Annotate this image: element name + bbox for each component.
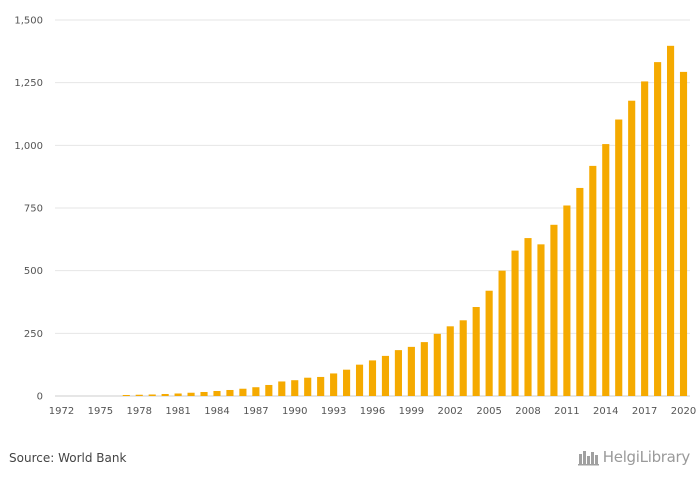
bar-1994[interactable] [343,369,351,396]
x-tick-label: 1990 [282,406,307,417]
bar-2000[interactable] [420,342,428,396]
bar-1978[interactable] [135,394,143,396]
x-tick-label: 1984 [204,406,229,417]
bar-1989[interactable] [278,381,286,396]
x-tick-label: 2014 [593,406,618,417]
bar-1984[interactable] [213,390,221,396]
bar-2009[interactable] [537,244,545,396]
y-tick-label: 0 [37,392,43,403]
x-tick-label: 1975 [88,406,113,417]
bar-2010[interactable] [550,224,558,396]
x-tick-label: 1999 [399,406,424,417]
bar-2020[interactable] [679,71,688,396]
bar-1981[interactable] [174,393,182,396]
bar-1997[interactable] [381,355,390,396]
bar-1990[interactable] [291,380,299,396]
y-tick-label: 1,000 [14,141,43,152]
x-axis-ticks: 1972 1975 1978 1981 1984 1987 1990 1993 1996 1999… [49,406,696,417]
bar-2016[interactable] [628,100,636,397]
bar-1983[interactable] [200,391,208,396]
bar-2007[interactable] [511,250,519,396]
bar-2005[interactable] [485,290,493,396]
bar-1985[interactable] [226,389,234,396]
y-tick-label: 1,250 [14,78,43,89]
bar-2013[interactable] [589,165,597,396]
bar-1977[interactable] [122,394,130,396]
x-tick-label: 2008 [515,406,540,417]
bar-1996[interactable] [368,360,377,396]
bar-2006[interactable] [498,270,506,396]
x-tick-label: 2020 [671,406,696,417]
y-tick-label: 250 [24,329,43,340]
bars [122,45,688,397]
bar-2002[interactable] [446,326,454,396]
logo-text: HelgiLibrary [602,448,691,466]
bar-2011[interactable] [563,205,571,396]
y-tick-label: 500 [24,266,43,277]
bar-2004[interactable] [472,307,480,396]
x-tick-label: 2002 [438,406,463,417]
bar-1995[interactable] [355,364,364,396]
bar-2001[interactable] [433,333,441,396]
x-tick-label: 1987 [243,406,268,417]
bar-2017[interactable] [641,81,649,396]
source-label: Source: World Bank [9,451,127,465]
bar-2008[interactable] [524,238,532,396]
y-tick-label: 1,500 [14,16,43,27]
bar-2015[interactable] [615,119,623,397]
bar-1987[interactable] [252,387,260,396]
grid-lines [55,19,690,397]
bar-1982[interactable] [187,392,195,396]
y-tick-label: 750 [24,204,43,215]
bar-2003[interactable] [459,320,467,396]
x-tick-label: 2005 [476,406,501,417]
x-tick-label: 1978 [127,406,152,417]
bar-1988[interactable] [265,384,273,396]
bar-2014[interactable] [602,144,610,396]
bar-1991[interactable] [304,377,312,396]
x-tick-label: 2011 [554,406,579,417]
helgi-library-icon [577,451,599,466]
bar-1979[interactable] [148,394,156,396]
bar-2018[interactable] [654,62,662,396]
x-tick-label: 1996 [360,406,385,417]
bar-1986[interactable] [239,388,247,396]
x-tick-label: 1981 [165,406,190,417]
bar-1993[interactable] [330,373,338,396]
bar-1998[interactable] [394,350,402,396]
x-tick-label: 1993 [321,406,346,417]
bar-1999[interactable] [407,346,415,396]
y-axis-ticks: 0 250 500 750 1,000 1,250 1,500 [14,16,43,403]
x-tick-label: 1972 [49,406,74,417]
x-tick-label: 2017 [632,406,657,417]
bar-2012[interactable] [576,187,584,396]
helgi-library-logo[interactable]: HelgiLibrary [577,448,691,466]
bar-1992[interactable] [317,376,325,396]
bar-1980[interactable] [161,393,169,396]
bar-2019[interactable] [666,45,675,397]
